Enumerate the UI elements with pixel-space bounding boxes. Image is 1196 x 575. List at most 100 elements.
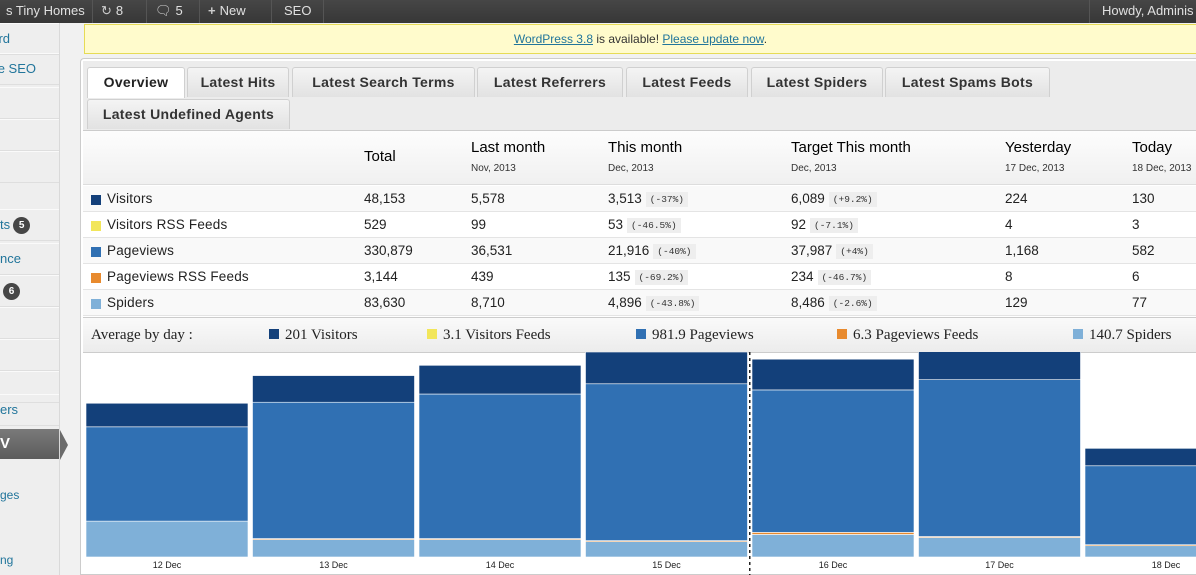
sidebar-item-label: rd xyxy=(0,31,10,46)
bar-segment-pageviews xyxy=(85,426,249,522)
col-header-today: Today xyxy=(1132,139,1173,156)
cell-today: 130 xyxy=(1132,186,1155,212)
sidebar-subitem[interactable]: ges xyxy=(0,488,20,502)
bar-segment-visitors xyxy=(585,352,748,385)
average-visitors-feeds: 3.1 Visitors Feeds xyxy=(427,318,551,352)
col-sub-today: 18 Dec, 2013 xyxy=(1132,163,1192,174)
cell-this: 3,513 (-37%) xyxy=(608,186,689,212)
site-name-menu[interactable]: s Tiny Homes xyxy=(0,0,93,23)
percent-change-badge: (-7.1%) xyxy=(810,218,858,233)
average-spiders: 140.7 Spiders xyxy=(1073,318,1172,352)
sidebar-subitem[interactable]: ng xyxy=(0,553,14,567)
col-header-last-month: Last month xyxy=(471,139,546,156)
update-notice: WordPress 3.8 is available! Please updat… xyxy=(84,24,1196,54)
bar-segment-pageviews-rss-feeds xyxy=(751,532,915,535)
bar-segment-visitors xyxy=(1084,448,1196,467)
row-label: Visitors RSS Feeds xyxy=(107,217,228,232)
col-sub-last-month: Nov, 2013 xyxy=(471,163,516,174)
x-tick-label: 12 Dec xyxy=(153,560,182,570)
col-sub-yesterday: 17 Dec, 2013 xyxy=(1005,163,1065,174)
bar-segment-visitors xyxy=(418,365,582,395)
wordpress-version-link[interactable]: WordPress 3.8 xyxy=(513,32,593,46)
tab-latest-referrers[interactable]: Latest Referrers xyxy=(477,67,623,97)
row-label: Visitors xyxy=(107,191,153,206)
cell-value: 4,896 xyxy=(608,295,642,310)
average-pageviews: 981.9 Pageviews xyxy=(636,318,754,352)
cell-today: 6 xyxy=(1132,264,1140,290)
sidebar-item-dashboard[interactable]: rd xyxy=(0,23,59,55)
cell-value: 53 xyxy=(608,217,624,232)
bar-segment-pageviews xyxy=(252,401,415,539)
cell-last: 439 xyxy=(471,264,494,290)
bar-segment-pageviews xyxy=(418,393,582,539)
sidebar-item-media[interactable] xyxy=(0,119,59,151)
table-row: Pageviews 330,879 36,531 21,916 (-40%) 37,987… xyxy=(83,238,1196,264)
sidebar-item-label: 6 xyxy=(0,276,59,306)
cell-value: 36,531 xyxy=(471,243,513,258)
user-account-menu[interactable]: Howdy, Adminis xyxy=(1089,0,1196,23)
bar-segment-spiders xyxy=(918,537,1081,558)
percent-change-badge: (-43.8%) xyxy=(645,296,700,311)
sidebar-item-label: e SEO xyxy=(0,61,36,76)
bar-segment-spiders xyxy=(85,520,249,558)
cell-value: 529 xyxy=(364,217,387,232)
sidebar-item-settings[interactable] xyxy=(0,371,59,403)
cell-value: 224 xyxy=(1005,191,1028,206)
table-row: Visitors RSS Feeds 529 99 53 (-46.5%) 92 (-7.1… xyxy=(83,212,1196,238)
cell-target: 234 (-46.7%) xyxy=(791,264,872,290)
bar-segment-spiders xyxy=(751,534,915,558)
updates-menu[interactable]: ↻ 8 xyxy=(93,0,147,23)
tab-latest-spiders[interactable]: Latest Spiders xyxy=(751,67,883,97)
cell-value: 3,144 xyxy=(364,269,398,284)
tab-latest-feeds[interactable]: Latest Feeds xyxy=(626,67,748,97)
admin-sidebar: rd e SEO ts5 nce 6 ers V ges ng xyxy=(0,23,60,575)
bar-segment-visitors xyxy=(751,358,915,391)
tab-latest-search-terms[interactable]: Latest Search Terms xyxy=(292,67,475,97)
sidebar-item-users[interactable] xyxy=(0,307,59,339)
col-sub-target: Dec, 2013 xyxy=(791,163,837,174)
sidebar-item-appearance[interactable]: nce xyxy=(0,243,59,275)
table-row: Visitors 48,153 5,578 3,513 (-37%) 6,089 (+9.2… xyxy=(83,186,1196,212)
sidebar-item-pages[interactable] xyxy=(0,151,59,183)
sidebar-item-tools[interactable] xyxy=(0,339,59,371)
legend-swatch xyxy=(91,195,101,205)
bar-segment-spiders xyxy=(1084,545,1196,558)
cell-last: 36,531 xyxy=(471,238,512,264)
howdy-text: Howdy, Adminis xyxy=(1102,3,1194,18)
cell-value: 3,513 xyxy=(608,191,642,206)
bar-segment-pageviews xyxy=(1084,465,1196,546)
percent-change-badge: (-37%) xyxy=(645,192,689,207)
legend-swatch xyxy=(427,329,437,339)
sidebar-item-seo[interactable]: e SEO xyxy=(0,53,59,85)
sidebar-item-comments[interactable]: ts 5 xyxy=(0,209,59,241)
percent-change-badge: (-40%) xyxy=(653,244,696,259)
average-value: 981.9 Pageviews xyxy=(652,327,754,343)
percent-change-badge: (-69.2%) xyxy=(634,270,689,285)
sidebar-item-plugins[interactable]: 6 xyxy=(0,275,59,307)
cell-value: 439 xyxy=(471,269,494,284)
cell-value: 6 xyxy=(1132,269,1140,284)
x-tick-label: 16 Dec xyxy=(819,560,848,570)
tab-overview[interactable]: Overview xyxy=(87,67,185,98)
sidebar-item-posts[interactable] xyxy=(0,87,59,119)
tab-latest-undefined-agents[interactable]: Latest Undefined Agents xyxy=(87,99,290,129)
cell-value: 8,486 xyxy=(791,295,825,310)
percent-change-badge: (+9.2%) xyxy=(828,192,877,207)
seo-menu[interactable]: SEO xyxy=(272,0,324,23)
percent-change-badge: (-46.5%) xyxy=(627,218,681,233)
tab-latest-spams-bots[interactable]: Latest Spams Bots xyxy=(885,67,1050,97)
tab-latest-hits[interactable]: Latest Hits xyxy=(187,67,289,97)
percent-change-badge: (+4%) xyxy=(836,244,873,259)
average-label: Average by day : xyxy=(91,327,193,343)
cell-value: 4 xyxy=(1005,217,1013,232)
sidebar-item-current[interactable]: V xyxy=(0,429,59,459)
update-now-link[interactable]: Please update now xyxy=(662,32,764,46)
sidebar-item-plugins-others[interactable]: ers xyxy=(0,394,59,426)
comments-menu[interactable]: 🗨︎ 5 xyxy=(147,0,200,23)
cell-target: 37,987 (+4%) xyxy=(791,238,873,264)
comment-icon: 🗨︎ xyxy=(155,3,172,18)
cell-this: 135 (-69.2%) xyxy=(608,264,689,290)
new-content-menu[interactable]: + New xyxy=(200,0,272,23)
average-value: 140.7 Spiders xyxy=(1089,327,1172,343)
cell-value: 48,153 xyxy=(364,191,406,206)
